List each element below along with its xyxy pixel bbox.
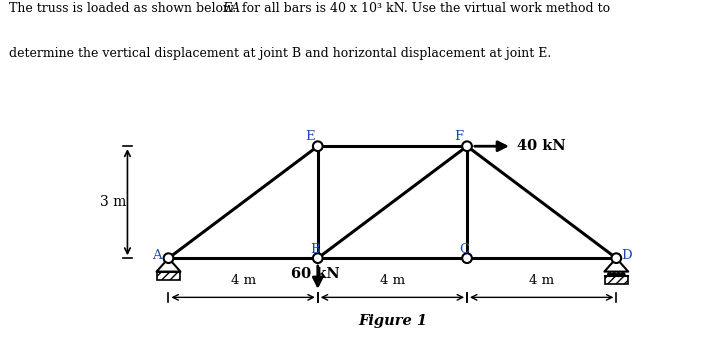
Text: 4 m: 4 m bbox=[380, 274, 405, 287]
Text: 3 m: 3 m bbox=[100, 195, 127, 209]
Text: for all bars is 40 x 10³ kN. Use the virtual work method to: for all bars is 40 x 10³ kN. Use the vir… bbox=[238, 2, 610, 15]
Text: 60 kN: 60 kN bbox=[291, 267, 340, 280]
Circle shape bbox=[163, 253, 174, 263]
Polygon shape bbox=[604, 258, 629, 271]
Text: C: C bbox=[459, 244, 469, 256]
Circle shape bbox=[313, 253, 323, 263]
Circle shape bbox=[462, 253, 472, 263]
Circle shape bbox=[611, 253, 621, 263]
Text: D: D bbox=[621, 249, 632, 262]
Text: 40 kN: 40 kN bbox=[518, 139, 566, 153]
Bar bbox=[605, 276, 628, 284]
Text: A: A bbox=[152, 249, 161, 262]
Text: 4 m: 4 m bbox=[529, 274, 554, 287]
Text: B: B bbox=[310, 244, 320, 256]
Text: EA: EA bbox=[222, 2, 240, 15]
Circle shape bbox=[612, 273, 616, 276]
Text: E: E bbox=[305, 130, 315, 143]
Circle shape bbox=[462, 141, 472, 151]
Circle shape bbox=[616, 273, 621, 276]
Circle shape bbox=[621, 273, 625, 276]
Text: F: F bbox=[454, 130, 464, 143]
Text: The truss is loaded as shown below.: The truss is loaded as shown below. bbox=[9, 2, 240, 15]
Text: determine the vertical displacement at joint B and horizontal displacement at jo: determine the vertical displacement at j… bbox=[9, 47, 552, 60]
Text: Figure 1: Figure 1 bbox=[358, 314, 427, 328]
Text: 4 m: 4 m bbox=[230, 274, 256, 287]
Circle shape bbox=[608, 273, 611, 276]
Polygon shape bbox=[156, 258, 181, 271]
Bar bbox=[157, 271, 180, 280]
Circle shape bbox=[313, 141, 323, 151]
